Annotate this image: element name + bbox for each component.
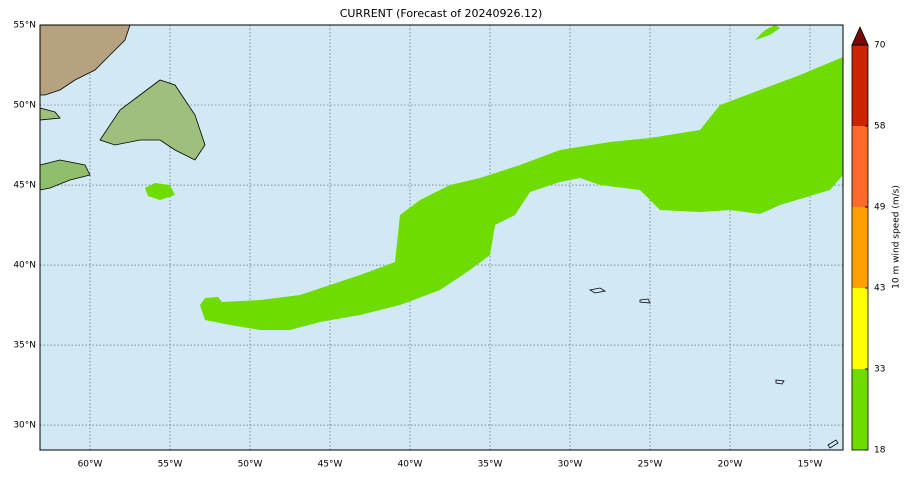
- x-tick-label: 15°W: [798, 460, 823, 470]
- colorbar: 18 33 43 49 58 70: [851, 26, 886, 456]
- x-tick-label: 40°W: [398, 460, 423, 470]
- colorbar-bin: [852, 207, 868, 288]
- land-newfoundland: [99, 79, 206, 161]
- y-tick-label: 55°N: [13, 21, 36, 31]
- map-title: CURRENT (Forecast of 20240926.12): [340, 7, 543, 20]
- colorbar-tick-label: 43: [874, 284, 885, 294]
- map-frame: [39, 24, 844, 451]
- x-tick-label: 20°W: [718, 460, 743, 470]
- colorbar-tick-label: 70: [874, 41, 886, 51]
- land-labrador: [39, 24, 131, 96]
- y-tick-label: 35°N: [13, 341, 36, 351]
- y-tick-label: 30°N: [13, 421, 36, 431]
- land-nova-scotia: [39, 159, 91, 191]
- wind-field: [200, 57, 843, 330]
- colorbar-tick-label: 33: [874, 365, 885, 375]
- x-tick-label: 45°W: [318, 460, 343, 470]
- wind-patch: [755, 25, 780, 40]
- x-tick-label: 60°W: [78, 460, 103, 470]
- colorbar-bin: [852, 369, 868, 450]
- colorbar-bin: [852, 45, 868, 126]
- x-tick-label: 55°W: [158, 460, 183, 470]
- x-tick-label: 50°W: [238, 460, 263, 470]
- y-tick-label: 40°N: [13, 261, 36, 271]
- colorbar-bin: [852, 126, 868, 207]
- colorbar-tick-label: 58: [874, 122, 886, 132]
- colorbar-bin: [852, 288, 868, 369]
- colorbar-label: 10 m wind speed (m/s): [892, 185, 902, 289]
- y-tick-label: 45°N: [13, 181, 36, 191]
- y-tick-label: 50°N: [13, 101, 36, 111]
- islands: [588, 287, 839, 449]
- wind-patch: [145, 183, 175, 200]
- x-tick-label: 35°W: [478, 460, 503, 470]
- colorbar-extend: [851, 26, 869, 46]
- colorbar-tick-label: 49: [874, 203, 886, 213]
- x-tick-label: 25°W: [638, 460, 663, 470]
- colorbar-frame: [851, 44, 869, 451]
- x-tick-label: 30°W: [558, 460, 583, 470]
- colorbar-tick-label: 18: [874, 446, 886, 456]
